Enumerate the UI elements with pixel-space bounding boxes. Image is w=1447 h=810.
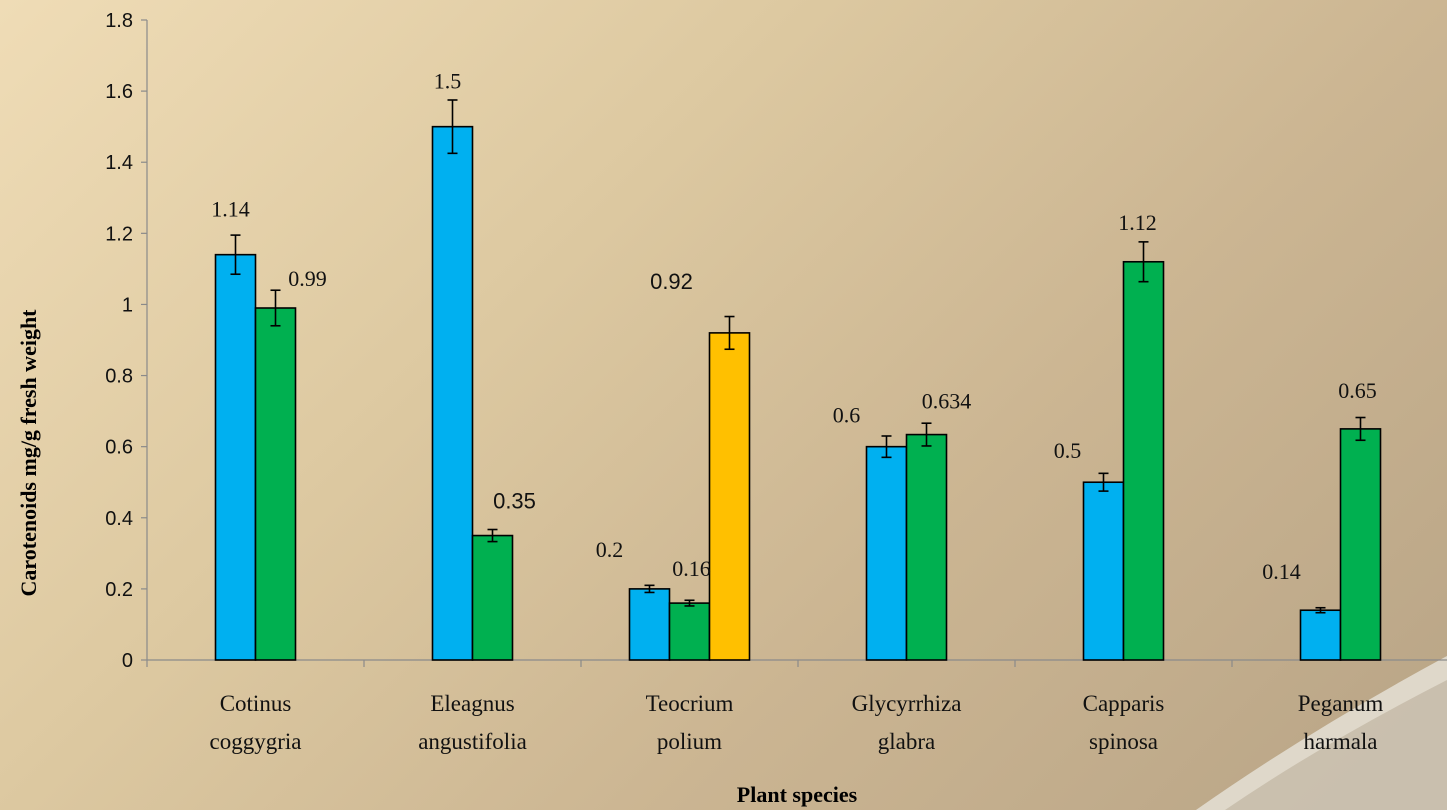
- data-label: 0.5: [1054, 438, 1082, 463]
- x-category-label: Capparis: [1083, 691, 1165, 716]
- data-label: 1.14: [211, 197, 250, 222]
- x-category-label: harmala: [1303, 729, 1377, 754]
- x-category-label: Cotinus: [220, 691, 292, 716]
- page-curl-shadow: [1196, 656, 1447, 810]
- data-label: 0.35: [493, 489, 536, 514]
- bar: [471, 534, 514, 661]
- bar: [865, 445, 908, 661]
- bar: [628, 588, 671, 661]
- bar: [254, 307, 297, 661]
- bar: [1299, 609, 1342, 661]
- bar: [668, 602, 711, 661]
- y-tick-label: 1.6: [105, 81, 133, 103]
- bar: [431, 125, 474, 661]
- data-label: 0.65: [1338, 378, 1377, 403]
- bar: [1122, 260, 1165, 661]
- y-axis-title: Carotenoids mg/g fresh weight: [16, 309, 41, 597]
- x-category-label: polium: [657, 729, 722, 754]
- data-label: 1.12: [1118, 210, 1157, 235]
- bar: [214, 253, 257, 661]
- x-category-label: Peganum: [1298, 691, 1384, 716]
- y-tick-label: 0: [122, 650, 133, 672]
- x-category-label: Glycyrrhiza: [852, 691, 962, 716]
- bar: [905, 433, 948, 661]
- x-category-label: glabra: [878, 729, 935, 754]
- bar: [708, 332, 751, 661]
- x-category-label: Teocrium: [646, 691, 734, 716]
- y-tick-label: 1.2: [105, 223, 133, 245]
- x-category-label: spinosa: [1089, 729, 1158, 754]
- data-label: 0.92: [650, 269, 693, 294]
- bars: [214, 99, 1382, 661]
- data-label: 0.6: [833, 403, 861, 428]
- x-category-label: coggygria: [210, 729, 302, 754]
- data-label: 0.16: [672, 556, 711, 581]
- bar: [1339, 428, 1382, 661]
- x-category-label: angustifolia: [418, 729, 527, 754]
- y-tick-label: 0.8: [105, 366, 133, 388]
- y-tick-label: 1.4: [105, 152, 133, 174]
- y-tick-label: 0.4: [105, 508, 133, 530]
- data-label: 1.5: [434, 69, 462, 94]
- y-tick-label: 1.8: [105, 10, 133, 32]
- data-label: 0.634: [922, 389, 972, 414]
- bar: [1082, 481, 1125, 661]
- data-label: 0.99: [288, 266, 327, 291]
- x-axis-title: Plant species: [737, 782, 858, 807]
- labels: Cotinus coggygria Eleagnus angustifolia Teoc…: [210, 69, 1384, 754]
- data-label: 0.14: [1262, 559, 1301, 584]
- y-tick-label: 0.6: [105, 437, 133, 459]
- data-label: 0.2: [596, 537, 624, 562]
- y-tick-label: 0.2: [105, 579, 133, 601]
- axes: 0 0.2 0.4 0.6 0.8 1 1.2 1.4 1.6 1.8: [105, 10, 1447, 672]
- x-category-label: Eleagnus: [430, 691, 514, 716]
- y-tick-label: 1: [122, 294, 133, 316]
